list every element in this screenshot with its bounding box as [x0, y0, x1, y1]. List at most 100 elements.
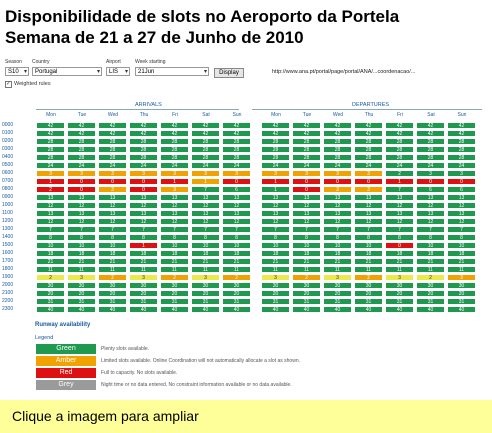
slot-cell[interactable]: 24	[447, 162, 476, 169]
slot-cell[interactable]: 18	[98, 250, 127, 257]
slot-cell[interactable]: 13	[261, 194, 290, 201]
slot-cell[interactable]: 24	[354, 162, 383, 169]
slot-cell[interactable]: 42	[98, 130, 127, 137]
slot-cell[interactable]: 3	[354, 170, 383, 177]
slot-cell[interactable]: 2	[160, 274, 189, 281]
slot-cell[interactable]: 28	[36, 146, 65, 153]
slot-cell[interactable]: 11	[160, 266, 189, 273]
slot-cell[interactable]: 11	[292, 266, 321, 273]
week-select[interactable]: 21Jun	[135, 67, 209, 76]
slot-cell[interactable]: 1	[160, 178, 189, 185]
slot-cell[interactable]: 40	[129, 306, 158, 313]
slot-cell[interactable]: 12	[67, 202, 96, 209]
display-button[interactable]: Display	[214, 68, 244, 78]
slot-cell[interactable]: 24	[416, 162, 445, 169]
slot-cell[interactable]: 28	[385, 154, 414, 161]
slot-cell[interactable]: 20	[98, 290, 127, 297]
slot-cell[interactable]: 28	[447, 146, 476, 153]
slot-cell[interactable]: 30	[98, 282, 127, 289]
slot-cell[interactable]: 42	[385, 122, 414, 129]
slot-cell[interactable]: 11	[36, 266, 65, 273]
slot-cell[interactable]: 13	[261, 210, 290, 217]
slot-cell[interactable]: 42	[261, 122, 290, 129]
slot-cell[interactable]: 31	[261, 298, 290, 305]
slot-cell[interactable]: 20	[67, 290, 96, 297]
slot-cell[interactable]: 42	[354, 122, 383, 129]
slot-cell[interactable]: 24	[129, 162, 158, 169]
slot-cell[interactable]: 18	[385, 250, 414, 257]
slot-cell[interactable]: 31	[36, 298, 65, 305]
slot-cell[interactable]: 18	[323, 250, 352, 257]
slot-cell[interactable]: 24	[98, 162, 127, 169]
slot-cell[interactable]: 8	[160, 234, 189, 241]
slot-cell[interactable]: 2	[98, 274, 127, 281]
slot-cell[interactable]: 40	[191, 306, 220, 313]
slot-cell[interactable]: 7	[354, 226, 383, 233]
slot-cell[interactable]: 3	[261, 274, 290, 281]
slot-cell[interactable]: 28	[447, 138, 476, 145]
footer-banner[interactable]: Clique a imagem para ampliar	[0, 400, 492, 433]
slot-cell[interactable]: 42	[323, 130, 352, 137]
slot-cell[interactable]: 8	[67, 234, 96, 241]
slot-cell[interactable]: 0	[129, 178, 158, 185]
slot-cell[interactable]: 11	[67, 266, 96, 273]
slot-cell[interactable]: 40	[261, 306, 290, 313]
slot-cell[interactable]: 13	[160, 210, 189, 217]
slot-cell[interactable]: 42	[36, 122, 65, 129]
slot-cell[interactable]: 13	[67, 194, 96, 201]
slot-cell[interactable]: 7	[222, 226, 251, 233]
slot-cell[interactable]: 28	[67, 154, 96, 161]
slot-cell[interactable]: 42	[323, 122, 352, 129]
slot-cell[interactable]: 12	[129, 218, 158, 225]
slot-cell[interactable]: 42	[67, 130, 96, 137]
slot-cell[interactable]: 42	[416, 122, 445, 129]
slot-cell[interactable]: 0	[129, 186, 158, 193]
slot-cell[interactable]: 42	[222, 122, 251, 129]
slot-cell[interactable]: 8	[385, 234, 414, 241]
slot-cell[interactable]: 12	[129, 202, 158, 209]
slot-cell[interactable]: 13	[385, 194, 414, 201]
slot-cell[interactable]: 31	[222, 298, 251, 305]
slot-cell[interactable]: 18	[222, 250, 251, 257]
slot-cell[interactable]: 30	[447, 282, 476, 289]
slot-cell[interactable]: 13	[222, 210, 251, 217]
slot-cell[interactable]: 40	[222, 306, 251, 313]
slot-cell[interactable]: 12	[36, 218, 65, 225]
slot-cell[interactable]: 12	[292, 202, 321, 209]
slot-cell[interactable]: 20	[261, 290, 290, 297]
slot-cell[interactable]: 1	[261, 186, 290, 193]
slot-cell[interactable]: 13	[323, 194, 352, 201]
slot-cell[interactable]: 8	[354, 234, 383, 241]
slot-cell[interactable]: 2	[416, 274, 445, 281]
slot-cell[interactable]: 12	[160, 218, 189, 225]
slot-cell[interactable]: 20	[416, 290, 445, 297]
slot-cell[interactable]: 8	[36, 234, 65, 241]
slot-cell[interactable]: 24	[261, 162, 290, 169]
slot-cell[interactable]: 18	[261, 250, 290, 257]
slot-cell[interactable]: 42	[191, 130, 220, 137]
slot-cell[interactable]: 12	[160, 202, 189, 209]
slot-cell[interactable]: 28	[292, 146, 321, 153]
slot-cell[interactable]: 28	[261, 138, 290, 145]
slot-cell[interactable]: 28	[67, 146, 96, 153]
slot-cell[interactable]: 42	[98, 122, 127, 129]
slot-cell[interactable]: 3	[67, 170, 96, 177]
slot-cell[interactable]: 2	[36, 274, 65, 281]
slot-cell[interactable]: 42	[292, 122, 321, 129]
slot-cell[interactable]: 18	[160, 250, 189, 257]
url-text[interactable]: http://www.ana.pt/portal/page/portal/ANA…	[272, 69, 416, 75]
slot-cell[interactable]: 12	[416, 218, 445, 225]
slot-cell[interactable]: 28	[323, 154, 352, 161]
slot-cell[interactable]: 1	[385, 178, 414, 185]
slot-cell[interactable]: 28	[160, 154, 189, 161]
slot-cell[interactable]: 3	[160, 170, 189, 177]
slot-cell[interactable]: 30	[292, 282, 321, 289]
slot-cell[interactable]: 2	[354, 274, 383, 281]
slot-cell[interactable]: 42	[447, 130, 476, 137]
slot-cell[interactable]: 28	[160, 146, 189, 153]
slot-cell[interactable]: 31	[385, 298, 414, 305]
slot-cell[interactable]: 3	[385, 274, 414, 281]
slot-cell[interactable]: 30	[323, 282, 352, 289]
slot-cell[interactable]: 40	[160, 306, 189, 313]
weighted-checkbox[interactable]: ✓	[5, 81, 12, 88]
